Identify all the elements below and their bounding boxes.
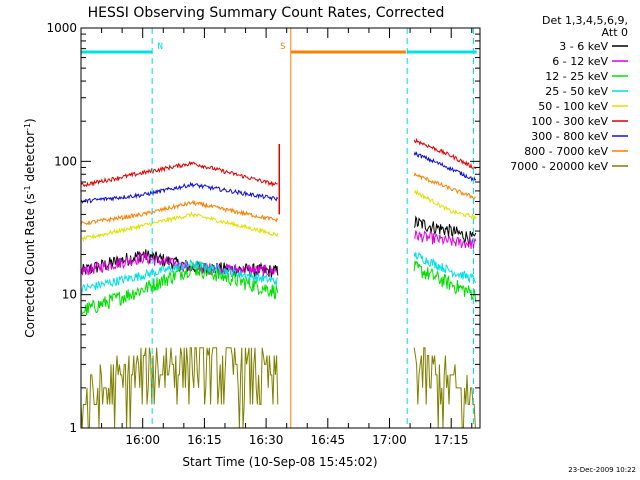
series-line-7-seg1	[80, 181, 279, 204]
x-tick-label: 16:00	[125, 433, 160, 447]
y-label-end: )	[23, 118, 37, 123]
legend-label-5: 50 - 100 keV	[538, 100, 608, 113]
y-tick-label: 100	[54, 154, 77, 168]
legend-label-6: 100 - 300 keV	[531, 115, 608, 128]
flag-label-1: N	[157, 42, 162, 52]
y-label-sup-2: -1	[23, 123, 32, 131]
legend-label-4: 25 - 50 keV	[545, 85, 608, 98]
plot-data	[80, 137, 477, 429]
series-line-5-seg2	[413, 189, 477, 221]
series-line-3-seg2	[413, 260, 477, 303]
legend-label-3: 12 - 25 keV	[545, 70, 608, 83]
plot-frame	[80, 27, 481, 429]
series-line-3-seg1	[80, 261, 279, 316]
legend-header-line: Att 0	[602, 26, 628, 39]
series-line-6-seg2	[413, 137, 477, 171]
y-label-sup-1: -1	[23, 185, 32, 193]
timestamp-footer: 23-Dec-2009 10:22	[568, 466, 636, 474]
legend-label-7: 300 - 800 keV	[531, 130, 608, 143]
y-label-main: Corrected Count Rate (s	[23, 193, 37, 337]
legend-label-1: 3 - 6 keV	[559, 40, 608, 53]
series-line-9-seg1	[80, 347, 279, 429]
y-label-mid: detector	[23, 131, 37, 186]
series-line-8-seg1	[80, 199, 279, 226]
series-line-4-seg1	[80, 258, 278, 294]
legend-header: Det 1,3,4,5,6,9,Att 0	[542, 14, 628, 39]
x-tick-label: 16:15	[187, 433, 222, 447]
x-tick-label: 16:45	[311, 433, 346, 447]
y-tick-label: 1	[69, 421, 77, 435]
axes: 1 10 100 1000 16:00 16:15 16:30 16:45 17:00 17:15	[46, 21, 480, 447]
legend-label-2: 6 - 12 keV	[552, 55, 608, 68]
legend-label-8: 800 - 7000 keV	[524, 145, 608, 158]
series-line-5-seg1	[80, 211, 279, 243]
series-line-2-seg2	[414, 230, 477, 249]
y-tick-label: 1000	[46, 21, 77, 35]
y-tick-label: 10	[62, 288, 77, 302]
legend: 3 - 6 keV 6 - 12 keV 12 - 25 keV 25 - 50 ke…	[510, 40, 628, 173]
x-axis-label: Start Time (10-Sep-08 15:45:02)	[182, 455, 377, 469]
series-line-4-seg2	[413, 251, 477, 284]
series-line-9-seg2	[413, 347, 476, 429]
y-axis-label: Corrected Count Rate (s-1 detector-1)	[23, 118, 38, 337]
series-line-6-seg1	[80, 160, 278, 188]
chart-title: HESSI Observing Summary Count Rates, Cor…	[88, 5, 445, 21]
series-line-8-seg2	[413, 171, 476, 200]
x-tick-label: 17:15	[434, 433, 469, 447]
series-line-7-seg2	[413, 150, 477, 183]
legend-header-line: Det 1,3,4,5,6,9,	[542, 14, 628, 27]
flag-label-2: S	[280, 42, 285, 52]
legend-label-9: 7000 - 20000 keV	[510, 160, 608, 173]
x-tick-label: 16:30	[249, 433, 284, 447]
series-line-1-seg2	[413, 215, 477, 246]
x-tick-label: 17:00	[372, 433, 407, 447]
